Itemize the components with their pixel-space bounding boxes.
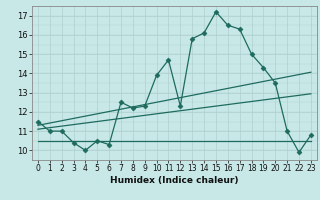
X-axis label: Humidex (Indice chaleur): Humidex (Indice chaleur) <box>110 176 239 185</box>
